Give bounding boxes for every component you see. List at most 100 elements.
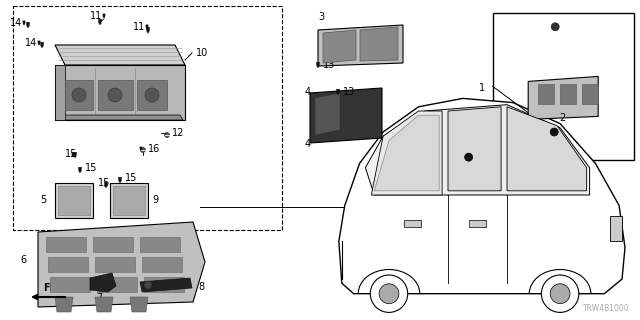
Text: 10: 10 xyxy=(196,48,208,58)
Circle shape xyxy=(145,88,159,102)
Circle shape xyxy=(541,275,579,312)
Text: 4: 4 xyxy=(305,139,311,149)
Circle shape xyxy=(108,88,122,102)
Polygon shape xyxy=(26,22,29,28)
Polygon shape xyxy=(57,115,183,120)
Polygon shape xyxy=(339,99,625,294)
Polygon shape xyxy=(316,62,319,68)
Text: 4: 4 xyxy=(305,87,311,97)
Polygon shape xyxy=(323,30,356,63)
Circle shape xyxy=(141,148,145,152)
Circle shape xyxy=(72,88,86,102)
Bar xyxy=(50,277,90,292)
Text: 16: 16 xyxy=(148,144,160,154)
Polygon shape xyxy=(95,297,113,312)
Polygon shape xyxy=(79,167,82,173)
Polygon shape xyxy=(448,107,501,191)
Polygon shape xyxy=(38,222,205,307)
Polygon shape xyxy=(140,278,192,292)
Polygon shape xyxy=(90,273,116,292)
Polygon shape xyxy=(40,42,44,48)
Circle shape xyxy=(550,284,570,304)
Circle shape xyxy=(465,153,473,161)
Polygon shape xyxy=(528,76,598,119)
Text: 7: 7 xyxy=(96,293,102,303)
Polygon shape xyxy=(103,14,105,18)
Bar xyxy=(142,257,182,272)
Text: 14: 14 xyxy=(10,18,22,28)
Text: 6: 6 xyxy=(20,255,26,265)
Polygon shape xyxy=(538,84,554,104)
Text: 3: 3 xyxy=(318,12,324,22)
Text: FR.: FR. xyxy=(43,283,61,293)
Circle shape xyxy=(144,281,152,289)
Text: 9: 9 xyxy=(152,195,158,205)
Circle shape xyxy=(379,284,399,304)
Polygon shape xyxy=(55,65,65,120)
Bar xyxy=(140,237,180,252)
Polygon shape xyxy=(38,41,40,45)
Polygon shape xyxy=(147,27,150,33)
Bar xyxy=(97,277,137,292)
Polygon shape xyxy=(74,152,77,158)
Polygon shape xyxy=(55,297,73,312)
Bar xyxy=(468,220,486,227)
Circle shape xyxy=(550,128,558,136)
Bar xyxy=(113,186,145,215)
Text: 13: 13 xyxy=(323,60,335,70)
Text: 12: 12 xyxy=(172,128,184,138)
Text: 15: 15 xyxy=(98,178,110,188)
Bar xyxy=(48,257,88,272)
Bar xyxy=(137,80,167,110)
Polygon shape xyxy=(104,182,108,188)
Bar xyxy=(110,183,148,218)
Polygon shape xyxy=(365,105,589,195)
Text: 15: 15 xyxy=(85,163,97,173)
Text: 15: 15 xyxy=(65,149,77,159)
Polygon shape xyxy=(310,88,382,143)
Polygon shape xyxy=(72,153,74,157)
Polygon shape xyxy=(146,25,148,29)
Text: 11: 11 xyxy=(90,11,102,21)
Polygon shape xyxy=(118,177,122,183)
Circle shape xyxy=(371,275,408,312)
Bar xyxy=(46,237,86,252)
Polygon shape xyxy=(360,27,398,61)
Bar xyxy=(13,6,282,230)
Bar xyxy=(95,257,135,272)
Polygon shape xyxy=(315,93,340,135)
Polygon shape xyxy=(23,21,25,25)
Text: 11: 11 xyxy=(133,22,145,32)
Bar xyxy=(611,216,622,241)
Bar xyxy=(65,80,93,110)
Polygon shape xyxy=(55,65,185,120)
Polygon shape xyxy=(371,111,442,195)
Bar xyxy=(55,183,93,218)
Polygon shape xyxy=(55,45,185,65)
Text: 8: 8 xyxy=(198,282,204,292)
Text: 1: 1 xyxy=(479,84,485,93)
Bar xyxy=(144,277,184,292)
Polygon shape xyxy=(140,147,142,151)
Polygon shape xyxy=(337,89,340,95)
Text: TRW4B1000: TRW4B1000 xyxy=(584,304,630,313)
Text: 14: 14 xyxy=(25,38,37,48)
Text: 15: 15 xyxy=(125,173,138,183)
Polygon shape xyxy=(560,84,576,104)
Text: 13: 13 xyxy=(343,87,355,97)
Bar xyxy=(93,237,133,252)
Polygon shape xyxy=(507,107,587,191)
Bar xyxy=(404,220,422,227)
Circle shape xyxy=(164,132,170,137)
FancyArrowPatch shape xyxy=(33,295,65,299)
Polygon shape xyxy=(99,19,102,25)
Text: 2: 2 xyxy=(559,113,566,124)
Bar xyxy=(493,13,634,160)
Polygon shape xyxy=(582,84,598,104)
Polygon shape xyxy=(374,115,439,191)
Bar xyxy=(58,186,90,215)
Circle shape xyxy=(551,23,559,31)
Text: 5: 5 xyxy=(40,195,46,205)
Bar xyxy=(98,80,133,110)
Polygon shape xyxy=(130,297,148,312)
